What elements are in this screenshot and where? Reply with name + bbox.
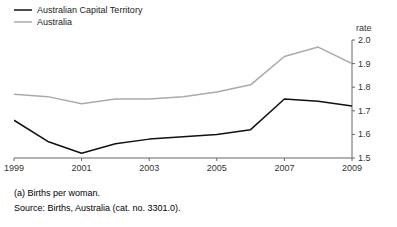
series-line	[14, 47, 352, 104]
y-tick	[352, 110, 355, 111]
y-tick-label: 1.9	[358, 59, 371, 69]
legend-label: Australia	[37, 17, 72, 27]
chart: 1999 2001 2003 2005 2007 20091.5 1.6 1.7 1.8 1.9 2…	[0, 0, 397, 227]
y-tick-label: 1.6	[358, 129, 371, 139]
y-tick-label: 1.8	[358, 82, 371, 92]
y-axis-line	[352, 40, 353, 158]
axes: 1999 2001 2003 2005 2007 20091.5 1.6 1.7 1.8 1.9 2…	[4, 35, 371, 173]
legend: Australian Capital Territory Australia	[14, 5, 143, 27]
y-tick	[352, 158, 355, 159]
y-tick	[352, 63, 355, 64]
x-tick-label: 2009	[342, 163, 362, 173]
x-tick	[284, 158, 285, 161]
x-tick-label: 2007	[274, 163, 294, 173]
y-tick	[352, 87, 355, 88]
x-tick	[14, 158, 15, 161]
x-axis-line	[14, 158, 352, 159]
y-tick-label: 1.5	[358, 153, 371, 163]
x-tick-label: 2005	[207, 163, 227, 173]
chart-container: 1999 2001 2003 2005 2007 20091.5 1.6 1.7 1.8 1.9 2…	[0, 0, 397, 227]
y-tick	[352, 40, 355, 41]
x-tick	[81, 158, 82, 161]
x-tick	[216, 158, 217, 161]
x-tick-label: 1999	[4, 163, 24, 173]
legend-label: Australian Capital Territory	[37, 5, 143, 15]
x-tick-label: 2001	[72, 163, 92, 173]
y-axis-label: rate	[356, 23, 372, 33]
x-tick-label: 2003	[139, 163, 159, 173]
x-tick	[149, 158, 150, 161]
plot-area	[14, 47, 352, 153]
series-line	[14, 99, 352, 153]
y-tick-label: 2.0	[358, 35, 371, 45]
legend-swatch	[14, 9, 32, 11]
footnote: Source: Births, Australia (cat. no. 3301…	[14, 203, 181, 213]
footnote: (a) Births per woman.	[14, 188, 100, 198]
y-tick-label: 1.7	[358, 106, 371, 116]
legend-swatch	[14, 21, 32, 23]
y-tick	[352, 134, 355, 135]
